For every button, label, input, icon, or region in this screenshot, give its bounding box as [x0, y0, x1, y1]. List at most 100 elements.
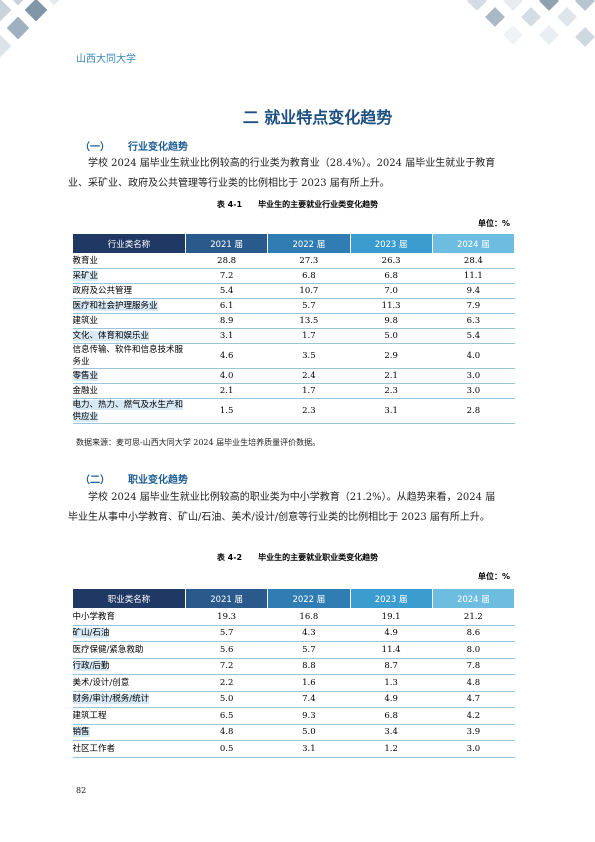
cell-text: 1.5 [219, 406, 234, 416]
table-row: 文化、体育和娱乐业 3.1 1.7 5.0 5.4 [72, 328, 515, 344]
table-cell: 美术/设计/创意 [72, 674, 186, 692]
table-cell: 27.3 [267, 253, 350, 269]
table-cell: 9.4 [432, 283, 515, 299]
table-cell: 6.3 [432, 313, 515, 329]
unit: 单位：% [477, 572, 510, 581]
paragraph: 学校 2024 届毕业生就业比例较高的职业类为中小学教育（21.2%）。从趋势来… [68, 492, 496, 523]
cell-text: 3.0 [466, 743, 481, 754]
table-cell: 6.5 [185, 707, 268, 725]
table-cell: 行政/后勤 [72, 658, 186, 675]
cell-text: 5.4 [466, 331, 481, 341]
cell-text: 政府及公共管理 [72, 286, 133, 296]
table-label: 表 4-1 [216, 200, 243, 209]
table-cell: 1.3 [350, 674, 433, 692]
table-cell: 1.2 [350, 740, 433, 758]
cell-text: 8.8 [302, 661, 316, 672]
cell-text: 6.8 [384, 710, 398, 721]
header-row: 职业类名称 2021 届 2022 届 2023 届 2024 届 [72, 588, 516, 609]
cell-text: 19.1 [381, 611, 401, 622]
cell-text: 4.8 [219, 727, 234, 738]
table-cell: 医疗和社会护理服务业 [72, 298, 186, 314]
cell-text: 电力、热力、燃气及水生产和供应业 [72, 400, 184, 422]
cell-text: 26.3 [381, 256, 401, 266]
table-cell: 金融业 [72, 383, 186, 399]
cell-text: 5.7 [302, 644, 316, 655]
cell-text: 4.0 [466, 351, 481, 361]
cell-text: 4.9 [384, 628, 398, 639]
table-cell: 8.9 [185, 313, 268, 329]
table: 行业类名称 2021 届 2022 届 2023 届 2024 届教育业 28.8 27.3… [72, 233, 516, 424]
cell-text: 6.5 [219, 710, 234, 721]
table-cell: 9.3 [267, 707, 350, 725]
table-cell: 1.7 [267, 383, 350, 399]
cell-text: 21.2 [463, 611, 483, 622]
cell-text: 2.3 [302, 406, 316, 416]
cell-text: 2.4 [302, 371, 316, 381]
cell-text: 8.0 [466, 644, 481, 655]
table-row: 金融业 2.1 1.7 2.3 3.0 [72, 383, 515, 399]
cell-text: 5.0 [219, 694, 234, 705]
header-row: 行业类名称 2021 届 2022 届 2023 届 2024 届 [72, 233, 516, 254]
table-cell: 7.0 [350, 283, 433, 299]
cell-text: 6.8 [384, 271, 398, 281]
table-cell: 2.2 [185, 674, 268, 692]
cell-text: 3.1 [302, 743, 316, 754]
column-header: 2023 届 [349, 233, 433, 254]
table-cell: 6.8 [267, 268, 350, 284]
table-cell: 2.3 [267, 398, 350, 424]
cell-text: 7.8 [466, 661, 481, 672]
cell-text: 11.1 [463, 271, 483, 281]
cell-text: 7.4 [302, 694, 316, 705]
cell-text: 2.3 [384, 386, 398, 396]
table-row: 矿山/石油 5.7 4.3 4.9 8.6 [72, 625, 515, 642]
table-cell: 11.3 [350, 298, 433, 314]
table-label: 表 4-2 [216, 553, 243, 562]
cell-text: 教育业 [72, 256, 99, 266]
table-cell: 中小学教育 [72, 608, 186, 626]
table-cell: 3.0 [432, 383, 515, 399]
table-cell: 文化、体育和娱乐业 [72, 328, 186, 344]
unit: 单位：% [477, 219, 510, 228]
table-cell: 6.8 [350, 268, 433, 284]
column-header: 2023 届 [349, 588, 433, 609]
cell-text: 9.3 [302, 710, 316, 721]
table-cell: 7.8 [432, 658, 515, 675]
cell-text: 3.9 [466, 727, 481, 738]
cell-text: 6.1 [219, 301, 234, 311]
cell-text: 6.8 [302, 271, 316, 281]
column-header: 2022 届 [267, 233, 351, 254]
cell-text: 19.3 [217, 611, 237, 622]
cell-text: 社区工作者 [72, 743, 116, 754]
table-cell: 电力、热力、燃气及水生产和供应业 [72, 398, 186, 424]
cell-text: 5.0 [384, 331, 398, 341]
table-row: 教育业 28.8 27.3 26.3 28.4 [72, 253, 515, 269]
table-row: 零售业 4.0 2.4 2.1 3.0 [72, 368, 515, 384]
table-cell: 2.1 [350, 368, 433, 384]
table-cell: 4.0 [432, 343, 515, 369]
table-cell: 采矿业 [72, 268, 186, 284]
table-cell: 13.5 [267, 313, 350, 329]
cell-text: 信息传输、软件和信息技术服务业 [72, 345, 184, 367]
column-header: 2024 届 [431, 588, 516, 609]
table-cell: 11.4 [350, 641, 433, 659]
paragraph: 学校 2024 届毕业生就业比例较高的行业类为教育业（28.4%）。2024 届… [68, 158, 496, 189]
table-cell: 6.8 [350, 707, 433, 725]
table-cell: 28.8 [185, 253, 268, 269]
table-cell: 3.1 [267, 740, 350, 758]
cell-text: 3.0 [466, 371, 481, 381]
cell-text: 9.8 [384, 316, 398, 326]
table-cell: 0.5 [185, 740, 268, 758]
cell-text: 7.0 [384, 286, 398, 296]
table-cell: 财务/审计/税务/统计 [72, 691, 186, 708]
cell-text: 4.8 [466, 677, 481, 688]
cell-text: 8.9 [219, 316, 234, 326]
cell-text: 2.1 [219, 386, 234, 396]
cell-text: 13.5 [299, 316, 319, 326]
table-cell: 5.0 [185, 691, 268, 708]
cell-text: 销售 [72, 727, 90, 738]
table-cell: 2.4 [267, 368, 350, 384]
table-cell: 零售业 [72, 368, 186, 384]
table-row: 信息传输、软件和信息技术服务业 4.6 3.5 2.9 4.0 [72, 343, 515, 369]
cell-text: 3.4 [384, 727, 398, 738]
table-cell: 3.1 [350, 398, 433, 424]
